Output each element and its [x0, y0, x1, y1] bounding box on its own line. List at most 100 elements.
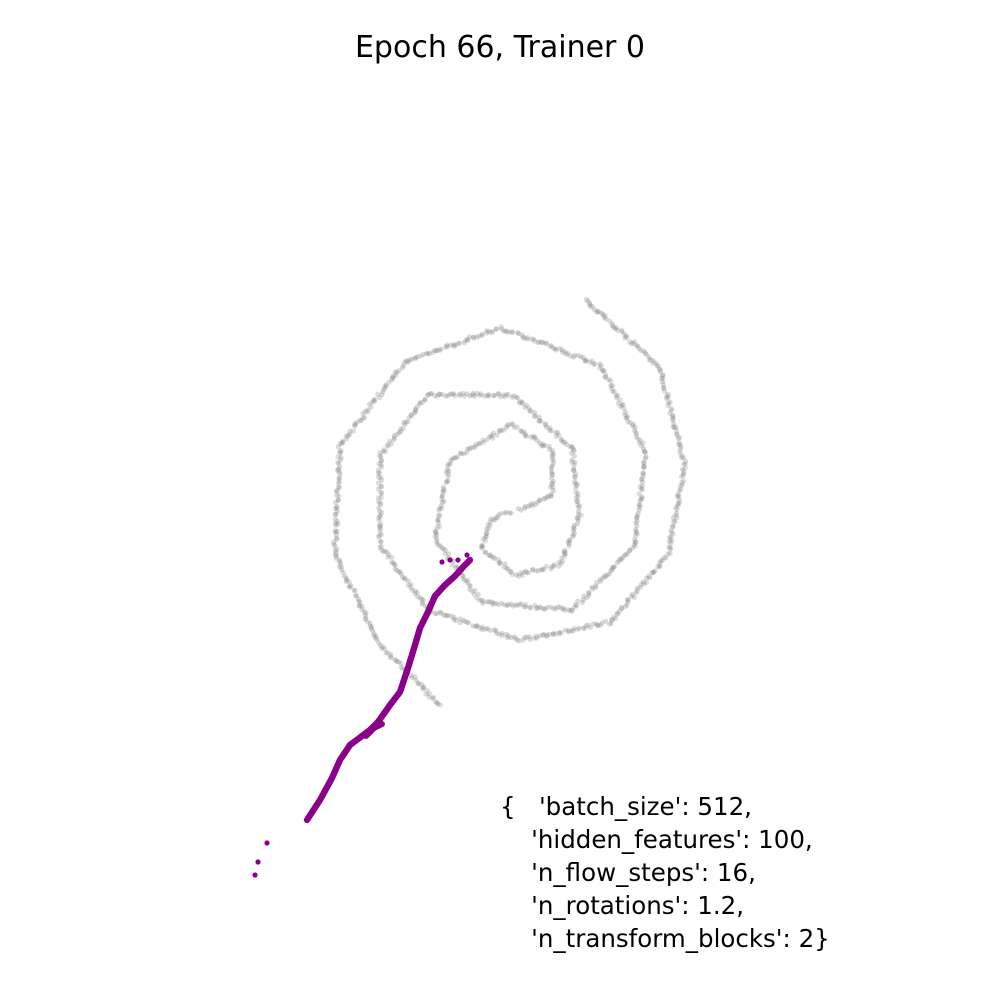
sample-point [379, 721, 385, 727]
target-point [405, 419, 411, 425]
target-point [485, 522, 491, 528]
target-point [513, 572, 520, 578]
target-point [633, 589, 639, 596]
target-point [667, 545, 674, 551]
target-point [504, 566, 510, 572]
target-point [550, 345, 556, 351]
target-point [420, 351, 426, 358]
target-point [659, 557, 665, 563]
target-point [378, 494, 384, 501]
target-point [451, 343, 457, 349]
target-point [353, 421, 359, 427]
target-point [378, 454, 384, 460]
target-point [436, 391, 442, 397]
target-point [378, 474, 384, 481]
target-point [682, 458, 689, 464]
target-point [431, 347, 438, 354]
target-point [418, 353, 424, 359]
target-point [465, 336, 471, 342]
target-point [537, 417, 543, 423]
target-point [444, 612, 451, 618]
target-point [367, 623, 373, 629]
target-point [377, 500, 384, 506]
target-point [560, 558, 566, 564]
target-point [638, 443, 644, 449]
target-point [335, 497, 341, 503]
target-point [571, 625, 577, 632]
target-point [452, 393, 458, 399]
target-point [392, 369, 398, 375]
target-point [440, 489, 446, 495]
target-point [368, 404, 374, 410]
target-point [466, 334, 473, 340]
target-point [632, 537, 638, 543]
target-point [657, 563, 663, 569]
target-point [596, 308, 602, 314]
target-point [483, 534, 489, 540]
target-point [503, 631, 509, 638]
target-point [632, 543, 638, 549]
target-point [337, 471, 343, 477]
target-point [519, 429, 525, 435]
target-point [343, 433, 349, 439]
target-point [577, 503, 583, 509]
target-point [336, 475, 342, 481]
target-point [642, 350, 648, 356]
target-point [624, 334, 630, 341]
target-point [578, 354, 584, 360]
target-point [412, 590, 418, 597]
target-point [544, 632, 550, 638]
target-point [486, 599, 492, 605]
target-point [668, 529, 675, 536]
target-point [378, 458, 384, 464]
target-point [522, 433, 528, 439]
target-point [595, 309, 601, 315]
target-point [537, 633, 543, 639]
target-point [536, 414, 542, 420]
target-point [409, 356, 415, 362]
target-point [663, 555, 669, 561]
target-point [487, 627, 493, 633]
target-point [682, 465, 688, 471]
target-point [583, 357, 589, 363]
target-point [486, 434, 492, 440]
target-point [444, 343, 450, 350]
target-point [575, 598, 581, 604]
target-point [591, 307, 597, 313]
target-point [337, 441, 344, 447]
target-point [437, 702, 443, 708]
target-point [581, 625, 587, 631]
target-point [377, 470, 383, 476]
target-point [337, 560, 344, 567]
target-point [670, 415, 676, 422]
target-point [586, 592, 592, 599]
target-point [575, 517, 581, 523]
target-point [571, 448, 577, 454]
target-point [594, 309, 600, 315]
target-point [622, 409, 629, 415]
target-point [450, 341, 456, 347]
target-point [462, 337, 469, 343]
target-point [377, 642, 383, 648]
target-point [375, 499, 382, 505]
target-point [470, 334, 477, 340]
target-point [434, 541, 440, 547]
target-point [419, 601, 425, 607]
target-point [375, 495, 382, 501]
target-point [614, 392, 621, 398]
target-point [466, 620, 472, 626]
target-point [390, 560, 396, 566]
target-point [372, 396, 378, 402]
target-point [497, 559, 503, 565]
target-point [436, 505, 443, 512]
target-point [548, 566, 554, 572]
target-point [504, 329, 510, 335]
target-point [422, 396, 428, 403]
target-point [462, 618, 468, 625]
target-point [499, 600, 505, 606]
target-point [424, 687, 430, 694]
target-point [411, 410, 417, 416]
target-point [445, 468, 452, 474]
target-point [388, 441, 394, 447]
target-point [599, 620, 605, 626]
